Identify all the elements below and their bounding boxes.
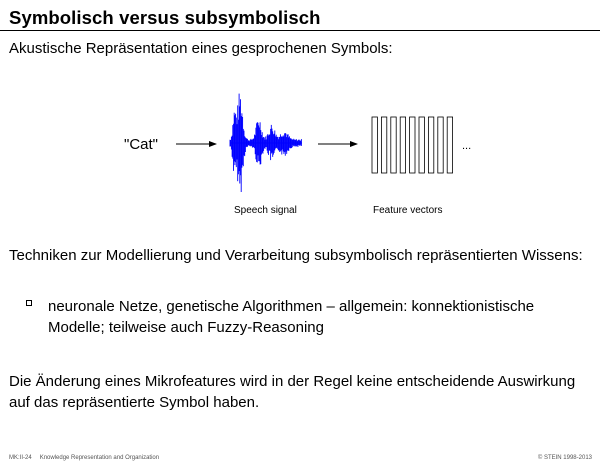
speech-waveform (229, 93, 302, 192)
footer-left: MK:II-24 Knowledge Representation and Org… (9, 455, 159, 461)
paragraph-techniques: Techniken zur Modellierung und Verarbeit… (9, 247, 583, 264)
feature-caption: Feature vectors (373, 205, 442, 216)
title-divider (0, 30, 600, 31)
paragraph-microfeatures: Die Änderung eines Mikrofeatures wird in… (9, 373, 576, 411)
bullet-marker (26, 300, 32, 306)
footer-page: MK:II-24 (9, 455, 32, 461)
word-label: "Cat" (124, 136, 158, 153)
bullet-item: neuronale Netze, genetische Algorithmen … (48, 298, 535, 336)
feature-vector-bar (446, 116, 454, 174)
feature-vector-bar (390, 116, 397, 174)
footer-copyright: © STEIN 1998-2013 (537, 455, 592, 461)
feature-vector-bar (409, 116, 416, 174)
feature-vectors (371, 116, 454, 174)
slide-title: Symbolisch versus subsymbolisch (9, 7, 321, 28)
speech-caption: Speech signal (234, 205, 297, 216)
footer-course: Knowledge Representation and Organizatio… (39, 455, 160, 461)
feature-vector-bar (380, 116, 388, 174)
feature-vector-bar (418, 116, 425, 174)
feature-vector-bar (427, 116, 435, 174)
feature-vector-bar (437, 116, 444, 174)
feature-vector-bar (371, 116, 378, 174)
ellipsis: ... (462, 140, 471, 152)
subtitle: Akustische Repräsentation eines gesproch… (9, 40, 393, 57)
feature-vector-bar (399, 116, 407, 174)
